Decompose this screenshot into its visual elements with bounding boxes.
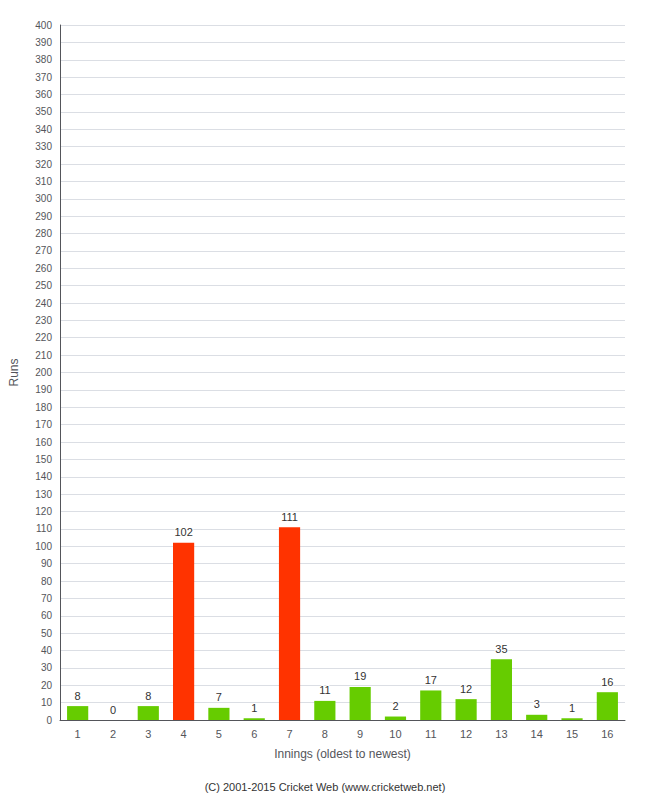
svg-text:400: 400 [35,20,52,31]
svg-text:8: 8 [322,728,328,740]
svg-text:210: 210 [35,350,52,361]
svg-text:8: 8 [145,690,151,702]
svg-text:70: 70 [41,593,53,604]
svg-text:230: 230 [35,315,52,326]
svg-text:13: 13 [495,728,507,740]
svg-text:270: 270 [35,245,52,256]
svg-text:110: 110 [36,523,52,534]
svg-text:40: 40 [41,645,53,656]
svg-text:10: 10 [389,728,401,740]
svg-text:100: 100 [35,541,52,552]
svg-text:11: 11 [319,684,330,696]
svg-text:19: 19 [354,670,366,682]
svg-text:4: 4 [181,728,187,740]
svg-text:0: 0 [110,704,116,716]
svg-text:50: 50 [41,628,53,639]
svg-text:180: 180 [35,402,52,413]
svg-text:1: 1 [569,702,575,714]
svg-text:35: 35 [495,643,507,655]
svg-text:250: 250 [35,280,52,291]
svg-text:30: 30 [41,662,53,673]
svg-text:260: 260 [35,263,52,274]
svg-text:1: 1 [75,728,81,740]
svg-text:220: 220 [35,332,52,343]
svg-text:16: 16 [601,728,613,740]
svg-text:17: 17 [425,674,437,686]
svg-text:160: 160 [35,437,52,448]
svg-text:330: 330 [35,141,52,152]
svg-text:360: 360 [35,89,52,100]
svg-text:10: 10 [41,697,53,708]
svg-text:(C) 2001-2015 Cricket Web (www: (C) 2001-2015 Cricket Web (www.cricketwe… [205,781,446,793]
svg-text:290: 290 [35,211,52,222]
svg-text:370: 370 [35,72,52,83]
svg-text:1: 1 [251,702,257,714]
svg-text:7: 7 [286,728,292,740]
svg-text:90: 90 [41,558,53,569]
svg-text:11: 11 [425,728,436,740]
svg-text:380: 380 [35,54,52,65]
svg-text:9: 9 [357,728,363,740]
svg-text:120: 120 [35,506,52,517]
svg-text:350: 350 [35,106,52,117]
svg-text:140: 140 [35,471,52,482]
svg-text:7: 7 [216,691,222,703]
svg-text:12: 12 [460,683,472,695]
svg-text:111: 111 [281,511,298,523]
svg-text:300: 300 [35,193,52,204]
svg-text:14: 14 [531,728,543,740]
svg-text:320: 320 [35,159,52,170]
svg-text:60: 60 [41,610,53,621]
svg-text:2: 2 [110,728,116,740]
svg-text:0: 0 [46,715,52,726]
svg-text:Runs: Runs [7,358,21,386]
svg-text:170: 170 [35,419,52,430]
svg-text:8: 8 [75,690,81,702]
svg-text:20: 20 [41,680,53,691]
svg-text:12: 12 [460,728,472,740]
svg-text:150: 150 [35,454,52,465]
svg-text:Innings (oldest to newest): Innings (oldest to newest) [274,747,411,761]
svg-text:190: 190 [35,384,52,395]
svg-text:3: 3 [145,728,151,740]
svg-text:102: 102 [174,526,192,538]
svg-text:3: 3 [534,698,540,710]
svg-text:16: 16 [601,676,613,688]
svg-text:340: 340 [35,124,52,135]
svg-text:240: 240 [35,298,52,309]
svg-text:15: 15 [566,728,578,740]
svg-text:310: 310 [35,176,52,187]
svg-text:80: 80 [41,576,53,587]
svg-text:390: 390 [35,37,52,48]
svg-text:5: 5 [216,728,222,740]
svg-text:280: 280 [35,228,52,239]
svg-text:130: 130 [35,489,52,500]
svg-text:200: 200 [35,367,52,378]
svg-text:2: 2 [392,700,398,712]
svg-text:6: 6 [251,728,257,740]
